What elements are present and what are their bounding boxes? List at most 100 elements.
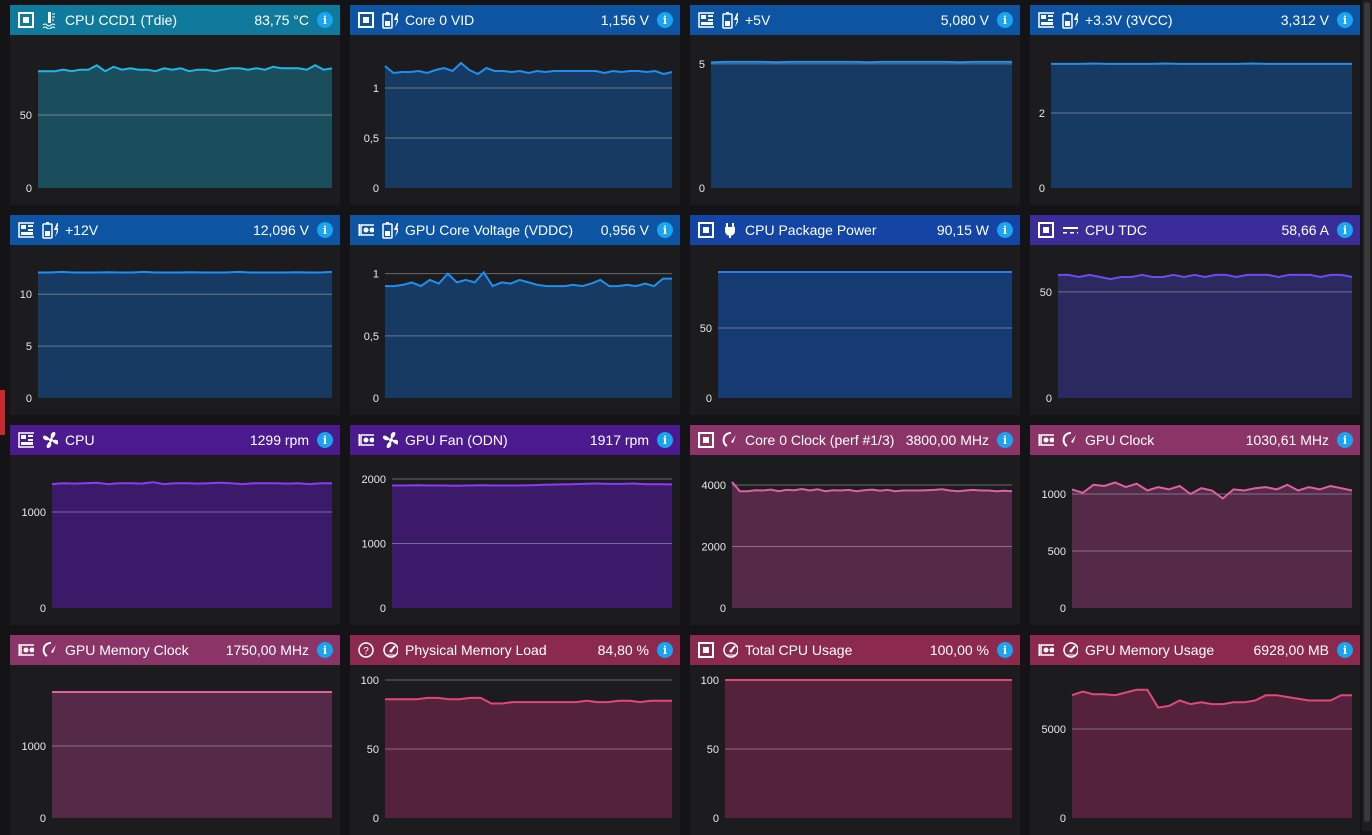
info-icon[interactable]: i [657, 642, 673, 658]
sensor-name: GPU Memory Clock [65, 642, 226, 658]
panel-header: CPU TDC 58,66 A i [1030, 215, 1360, 245]
y-tick-label: 5 [26, 341, 32, 353]
sensor-value: 90,15 W [937, 222, 989, 238]
series-area [52, 692, 332, 818]
series-area [711, 62, 1012, 188]
panel-header: GPU Fan (ODN) 1917 rpm i [350, 425, 680, 455]
cpu-icon [698, 222, 714, 238]
y-tick-label: 0,5 [364, 133, 379, 145]
cpu-icon [698, 642, 714, 658]
info-icon[interactable]: i [317, 12, 333, 28]
info-icon[interactable]: i [997, 12, 1013, 28]
motherboard-icon [18, 222, 34, 238]
thermometer-icon [42, 12, 58, 28]
panel-header: GPU Clock 1030,61 MHz i [1030, 425, 1360, 455]
series-area [38, 272, 332, 398]
sensor-chart: 05 [690, 35, 1020, 205]
svg-text:?: ? [363, 646, 369, 657]
info-icon[interactable]: i [997, 222, 1013, 238]
panel-header: +5V 5,080 V i [690, 5, 1020, 35]
y-tick-label: 0 [40, 813, 46, 825]
sensor-chart: 00,51 [350, 245, 680, 415]
sensor-value: 100,00 % [930, 642, 989, 658]
series-area [385, 272, 672, 398]
panel-header: CPU 1299 rpm i [10, 425, 340, 455]
info-icon[interactable]: i [997, 432, 1013, 448]
sensor-chart: 050 [690, 245, 1020, 415]
info-icon[interactable]: i [1337, 12, 1353, 28]
gauge-load-icon [382, 642, 398, 658]
series-area [392, 484, 672, 609]
info-icon[interactable]: i [657, 222, 673, 238]
y-tick-label: 0 [720, 603, 726, 615]
sensor-name: CPU Package Power [745, 222, 937, 238]
y-tick-label: 5 [699, 59, 705, 71]
y-tick-label: 0 [699, 183, 705, 195]
plug-icon [722, 222, 738, 238]
y-tick-label: 100 [701, 675, 719, 687]
y-tick-label: 0 [26, 393, 32, 405]
sensor-value: 1,156 V [601, 12, 649, 28]
y-tick-label: 100 [361, 675, 379, 687]
side-drawer-handle[interactable] [0, 390, 5, 435]
gpu-icon [18, 642, 34, 658]
panel-header: CPU CCD1 (Tdie) 83,75 °C i [10, 5, 340, 35]
info-icon[interactable]: i [657, 432, 673, 448]
gauge-icon [42, 642, 58, 658]
panel-header: +12V 12,096 V i [10, 215, 340, 245]
unknown-icon: ? [358, 642, 374, 658]
panel-header: GPU Memory Usage 6928,00 MB i [1030, 635, 1360, 665]
gpu-icon [358, 222, 374, 238]
cpu-icon [358, 12, 374, 28]
info-icon[interactable]: i [1337, 642, 1353, 658]
info-icon[interactable]: i [317, 642, 333, 658]
info-icon[interactable]: i [1337, 432, 1353, 448]
y-tick-label: 50 [707, 744, 719, 756]
sensor-value: 58,66 A [1282, 222, 1330, 238]
sensor-value: 3800,00 MHz [906, 432, 989, 448]
battery-bolt-icon [382, 222, 398, 238]
info-icon[interactable]: i [997, 642, 1013, 658]
y-tick-label: 1000 [22, 741, 46, 753]
gpu-icon [358, 432, 374, 448]
y-tick-label: 0 [713, 813, 719, 825]
motherboard-icon [18, 432, 34, 448]
info-icon[interactable]: i [317, 222, 333, 238]
gpu-icon [1038, 642, 1054, 658]
sensor-chart: 0 1000 [10, 665, 340, 835]
info-icon[interactable]: i [1337, 222, 1353, 238]
y-tick-label: 50 [700, 323, 712, 335]
info-icon[interactable]: i [317, 432, 333, 448]
fan-icon [382, 432, 398, 448]
sensor-chart: 0 50 100 [690, 665, 1020, 835]
battery-bolt-icon [42, 222, 58, 238]
y-tick-label: 10 [20, 289, 32, 301]
panel-header: Core 0 VID 1,156 V i [350, 5, 680, 35]
sensor-name: GPU Fan (ODN) [405, 432, 590, 448]
y-tick-label: 0 [1060, 603, 1066, 615]
series-area [718, 272, 1012, 398]
sensor-value: 3,312 V [1281, 12, 1329, 28]
info-icon[interactable]: i [657, 12, 673, 28]
sensor-name: CPU TDC [1085, 222, 1282, 238]
y-tick-label: 0 [40, 603, 46, 615]
sensor-value: 1917 rpm [590, 432, 649, 448]
scrollbar-thumb[interactable] [1364, 2, 1370, 822]
series-line [711, 62, 1012, 63]
scrollbar[interactable] [1362, 0, 1372, 831]
series-area [732, 482, 1012, 608]
gauge-icon [722, 432, 738, 448]
sensor-name: +12V [65, 222, 253, 238]
sensor-name: Physical Memory Load [405, 642, 598, 658]
y-tick-label: 50 [1040, 287, 1052, 299]
